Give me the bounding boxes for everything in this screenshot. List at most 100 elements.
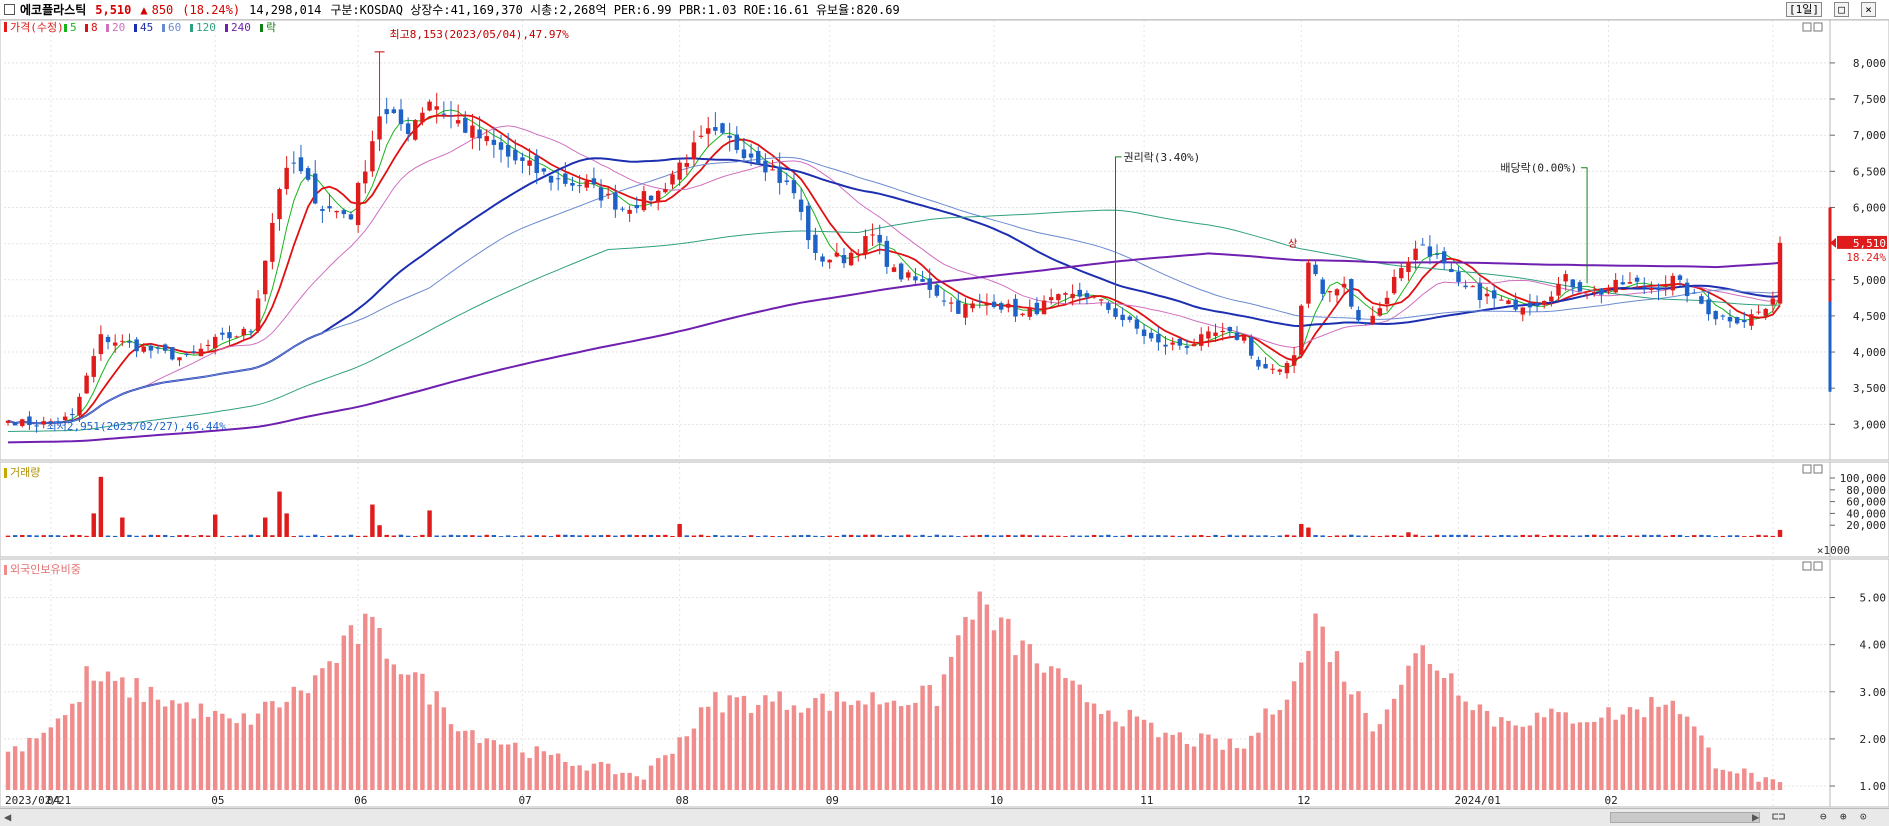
foreign-ratio-bar [1213, 738, 1218, 790]
foreign-ratio-bar [1384, 709, 1390, 790]
zoom-reset-icon[interactable]: ⊙ [1860, 810, 1867, 823]
candle-body [834, 252, 840, 257]
foreign-ratio-bar [541, 751, 547, 790]
volume-bar [1556, 535, 1561, 537]
panel-maximize-icon[interactable] [1802, 464, 1812, 474]
candle-body [1727, 316, 1733, 322]
panel-close-icon[interactable] [1813, 22, 1823, 32]
foreign-ratio-bar [1627, 707, 1633, 790]
horizontal-scrollbar[interactable]: ◀ ▶ ⊏⊐ ⊖ ⊕ ⊙ [0, 808, 1889, 826]
foreign-ratio-bar [1534, 712, 1540, 790]
candle-body [1484, 293, 1490, 297]
candle-body [1441, 251, 1447, 264]
close-icon[interactable]: × [1861, 2, 1876, 17]
current-price: 5,510 [95, 2, 132, 17]
volume-bar [1141, 535, 1147, 537]
maximize-icon[interactable]: □ [1834, 2, 1849, 17]
volume-bar [1599, 535, 1604, 537]
candle-body [784, 180, 790, 182]
panel-maximize-icon[interactable] [1802, 22, 1812, 32]
foreign-ratio-bar [298, 690, 304, 790]
volume-bar [641, 535, 647, 537]
foreign-ratio-bar [534, 746, 539, 790]
candle-body [1349, 279, 1354, 307]
candle-body [1549, 296, 1554, 302]
checkbox-icon[interactable] [4, 4, 15, 15]
foreign-ratio-bar [484, 738, 489, 790]
volume-bar [220, 535, 225, 537]
foreign-ratio-bar [1749, 772, 1754, 790]
candle-body [570, 182, 575, 186]
volume-bar [870, 534, 875, 537]
foreign-ratio-bar [1048, 666, 1054, 790]
period-button[interactable]: [1일] [1786, 2, 1822, 17]
volume-bar [720, 535, 725, 537]
foreign-ratio-bar [663, 755, 668, 790]
foreign-ratio-bar [1556, 712, 1561, 790]
foreign-ratio-bar [1141, 719, 1147, 790]
panel-maximize-icon[interactable] [1802, 561, 1812, 571]
foreign-ratio-bar [1256, 732, 1261, 790]
foreign-ratio-bar [1113, 721, 1118, 790]
foreign-ratio-bar [963, 617, 968, 790]
foreign-ratio-bar [12, 746, 18, 790]
volume-bar [105, 535, 111, 537]
candle-body [505, 145, 511, 157]
scroll-left-icon[interactable]: ◀ [4, 810, 12, 824]
volume-bar [313, 534, 318, 537]
foreign-ratio-bar [1134, 716, 1140, 790]
volume-bar [591, 535, 597, 537]
candle-body [220, 332, 225, 335]
candle-body [1677, 275, 1683, 280]
foreign-ratio-bar [1277, 710, 1283, 790]
candle-body [727, 135, 732, 138]
candle-body [77, 396, 82, 416]
panel-close-icon[interactable] [1813, 561, 1823, 571]
scroll-thumb[interactable] [1610, 812, 1760, 823]
candle-body [763, 160, 768, 173]
foreign-ratio-bar [1563, 712, 1568, 790]
candle-body [1377, 308, 1383, 316]
foreign-ratio-bar [1406, 665, 1411, 790]
foreign-ratio-bar [1663, 704, 1668, 790]
candle-body [906, 272, 911, 278]
volume-bar [1706, 535, 1711, 537]
x-axis-label: 07 [518, 794, 531, 807]
candle-body [1156, 334, 1161, 343]
volume-bar [956, 536, 961, 537]
volume-bar [1527, 535, 1533, 537]
zoom-range-icon[interactable]: ⊏⊐ [1772, 810, 1786, 823]
scroll-right-icon[interactable]: ▶ [1752, 810, 1760, 824]
foreign-ratio-bar [1070, 680, 1075, 790]
volume-bar [27, 535, 32, 537]
foreign-ratio-bar [1456, 695, 1461, 790]
foreign-ratio-bar [427, 704, 432, 790]
candle-body [584, 181, 589, 188]
foreign-panel-title: 외국인보유비중 [10, 563, 81, 576]
stock-name[interactable]: 에코플라스틱 [20, 3, 87, 17]
legend-item-marker [134, 24, 137, 32]
volume-bar [1584, 534, 1590, 537]
candle-body [998, 303, 1004, 310]
foreign-ratio-bar [1034, 663, 1040, 790]
legend-item-marker [190, 24, 193, 32]
candle-body [1013, 298, 1018, 317]
volume-bar [413, 536, 418, 537]
candle-body [1263, 364, 1268, 369]
candle-body [391, 109, 397, 114]
ma-240-line [7, 252, 1781, 444]
candle-body [984, 302, 990, 306]
candle-body [1113, 308, 1118, 317]
zoom-in-icon[interactable]: ⊕ [1840, 810, 1847, 823]
candle-body [1299, 305, 1304, 355]
volume-bar [1456, 534, 1461, 537]
zoom-out-icon[interactable]: ⊖ [1820, 810, 1827, 823]
stock-chart[interactable]: 3,0003,5004,0004,5005,0005,5006,0006,500… [0, 20, 1889, 808]
candle-body [1241, 336, 1247, 341]
panel-close-icon[interactable] [1813, 464, 1823, 474]
foreign-ratio-bar [1477, 704, 1483, 790]
foreign-ratio-bar [155, 699, 161, 790]
foreign-ratio-bar [1191, 746, 1197, 790]
volume-bar [55, 535, 61, 537]
volume-bar [277, 491, 282, 537]
